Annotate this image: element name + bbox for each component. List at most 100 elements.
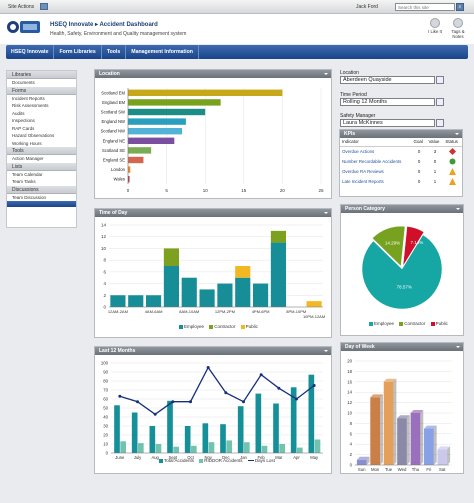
panel-title: Day of Week <box>341 343 463 351</box>
category-label: England EM <box>102 100 125 105</box>
tags-notes-button[interactable]: Tags & Notes <box>446 18 470 39</box>
sidebar-heading-forms[interactable]: Forms <box>7 86 76 95</box>
kpi-goal: 0 <box>417 159 421 164</box>
sidebar-heading-tools[interactable]: Tools <box>7 147 76 155</box>
time-legend: Employee Contractor Public <box>175 324 258 329</box>
x-tick-label: 4AM-6AM <box>145 309 163 314</box>
sidebar-item-working-hours[interactable]: Working Hours <box>12 140 42 146</box>
bar-total-accidents <box>114 405 120 453</box>
pie-slice <box>402 226 425 267</box>
location-filter-input[interactable]: Aberdeen Quayside <box>340 76 435 84</box>
picker-icon[interactable] <box>436 98 444 106</box>
sidebar-item-inspections[interactable]: Inspections <box>12 118 35 123</box>
line-days-lost <box>119 366 315 416</box>
bar-top <box>383 378 397 382</box>
col-value: Value <box>426 138 444 147</box>
safety-manager-label: Safety Manager <box>340 113 376 119</box>
bar <box>397 418 407 465</box>
nav-hseq-innovate[interactable]: HSEQ Innovate <box>6 45 55 59</box>
table-row: Number Recordable Accidents 0 0 <box>340 157 462 167</box>
nav-tools[interactable]: Tools <box>102 45 127 59</box>
time-of-day-panel: Time of Day 0 2 4 6 8 10 12 14 12AM-2AM 4AM-6AM 8A… <box>94 208 332 338</box>
bar-side <box>379 394 383 465</box>
bar <box>128 156 144 164</box>
y-tick-label: 0 <box>350 463 353 468</box>
panel-title: Location <box>95 70 331 78</box>
point-days-lost <box>242 400 245 404</box>
bar-total-accidents <box>273 403 279 453</box>
x-tick-label: 8AM-10AM <box>179 309 199 314</box>
day-of-week-panel: Day of Week 0 2 4 6 8 10 12 14 16 18 20 Sun Mon Tue We… <box>340 342 464 474</box>
x-tick-label: June <box>115 455 125 460</box>
kpi-panel: KPIs Indicator Goal Value Status Overdue… <box>339 129 463 197</box>
point-days-lost <box>189 400 192 404</box>
picker-icon[interactable] <box>436 119 444 127</box>
x-tick-label: 4PM-6PM <box>252 309 270 314</box>
user-menu[interactable]: Jack Ford <box>356 4 378 10</box>
legend-contractor: Contractor <box>214 324 236 329</box>
sidebar-item-incident-reports[interactable]: Incident Reports <box>12 95 45 101</box>
quick-launch: Libraries Documents Forms Incident Repor… <box>6 70 77 228</box>
sidebar-item-audits[interactable]: Audits <box>12 110 25 116</box>
bar-employee <box>128 295 144 307</box>
y-tick-label: 6 <box>350 431 353 436</box>
sidebar-item-documents[interactable]: Documents <box>12 80 35 85</box>
safety-manager-input[interactable]: Laura McKinnes <box>340 119 435 127</box>
time-period-input[interactable]: Rolling 12 Months <box>340 98 435 106</box>
last-12-months-chart: 0 10 20 30 40 50 60 70 80 90 100 June July Aug Sept Oct… <box>101 361 323 460</box>
y-tick-label: 14 <box>101 223 107 228</box>
tag-icon <box>453 18 463 28</box>
i-like-it-button[interactable]: I Like It <box>424 18 446 34</box>
legend-employee: Employee <box>374 321 395 326</box>
search-input[interactable] <box>395 3 455 11</box>
kpi-link[interactable]: Overdue RA Reviews <box>342 169 384 174</box>
pie-label: 7.14% <box>411 240 424 245</box>
x-tick-label: Aug <box>151 455 159 460</box>
site-actions-menu[interactable]: Site Actions <box>8 4 35 10</box>
sidebar-item-team-calendar[interactable]: Team Calendar <box>12 171 43 177</box>
x-tick-label: Mon <box>371 467 380 472</box>
bar-employee <box>235 277 251 307</box>
picker-icon[interactable] <box>436 76 444 84</box>
kpi-link[interactable]: Overdue Actions <box>342 149 375 154</box>
kpi-table: Indicator Goal Value Status Overdue Acti… <box>340 138 462 187</box>
point-days-lost <box>118 394 122 398</box>
y-tick-label: 14 <box>347 390 352 395</box>
thumbs-up-icon <box>430 18 440 28</box>
navigate-up-icon[interactable] <box>40 3 48 10</box>
category-label: London <box>111 167 126 172</box>
category-label: Wales <box>114 177 125 182</box>
nav-management-information[interactable]: Management Information <box>126 45 199 59</box>
x-tick-label: 5 <box>165 188 168 193</box>
y-tick-label: 8 <box>103 258 106 263</box>
y-tick-label: 4 <box>103 281 106 286</box>
sidebar-heading-lists[interactable]: Lists <box>7 162 76 171</box>
sidebar-item-team-tasks[interactable]: Team Tasks <box>12 179 36 184</box>
sidebar-footer-bar <box>7 201 76 207</box>
y-tick-label: 100 <box>101 361 109 366</box>
legend-days-lost: Days Lost <box>254 458 275 463</box>
top-bar: Site Actions Jack Ford ⌕ <box>0 0 474 14</box>
bar-total-accidents <box>167 400 173 453</box>
category-label: Scotland SE <box>102 148 125 153</box>
x-tick-label: 8PM-10PM <box>286 309 306 314</box>
sidebar-item-action-manager[interactable]: Action Manager <box>12 156 44 161</box>
sidebar-item-hazard-observations[interactable]: Hazard Observations <box>12 133 55 138</box>
bar-contractor <box>270 230 286 243</box>
category-label: Scotland NW <box>101 129 125 134</box>
sidebar-heading-libraries[interactable]: Libraries <box>7 71 76 79</box>
sidebar-heading-discussions[interactable]: Discussions <box>7 185 76 194</box>
kpi-link[interactable]: Number Recordable Accidents <box>342 159 402 164</box>
sidebar-item-risk-assessments[interactable]: Risk Assessments <box>12 103 49 108</box>
search-icon[interactable]: ⌕ <box>456 3 464 11</box>
kpi-value: 3 <box>433 149 437 154</box>
sidebar-item-rap-cards[interactable]: RAP Cards <box>12 125 35 131</box>
x-tick-label: July <box>134 455 142 460</box>
kpi-link[interactable]: Late Incident Reports <box>342 179 384 184</box>
x-tick-label: 12PM-2PM <box>215 309 235 314</box>
bar-riddor-accidents <box>208 442 215 453</box>
sidebar-item-team-discussion[interactable]: Team Discussion <box>12 194 47 200</box>
bar-top <box>424 425 437 429</box>
nav-form-libraries[interactable]: Form Libraries <box>54 45 102 59</box>
table-row: Late Incident Reports 0 1 <box>340 177 462 187</box>
